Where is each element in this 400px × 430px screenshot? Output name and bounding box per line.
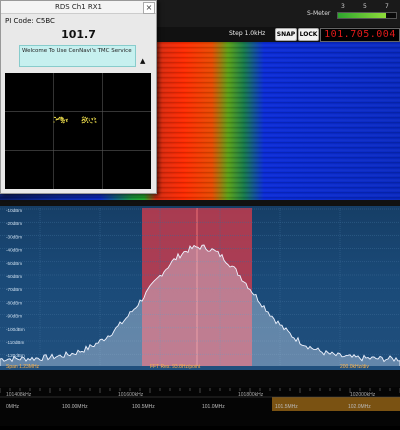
scale-top-labels: 101408kHz 101600kHz 101800kHz 102000kHz xyxy=(0,388,400,398)
rds-radiotext: Welcome To Use CenNavi's TMC Service xyxy=(19,45,136,67)
scale-top-label: 101600kHz xyxy=(118,392,144,398)
smeter-fill xyxy=(338,13,386,18)
rds-window[interactable]: RDS Ch1 RX1 × PI Code: C5BC 101.7 Welcom… xyxy=(0,0,157,194)
level-label: -60dBm xyxy=(6,274,22,279)
fft-resolution-label: FFT Res. 93.8Hz/point xyxy=(150,364,201,370)
scale-plot: 101408kHz 101600kHz 101800kHz 102000kHz 0MH… xyxy=(0,370,400,411)
scale-background xyxy=(0,370,400,387)
frequency-scale[interactable]: 101408kHz 101600kHz 101800kHz 102000kHz 0MH… xyxy=(0,370,400,426)
rds-station-frequency: 101.7 xyxy=(61,28,96,41)
level-label: -90dBm xyxy=(6,314,22,319)
scale-bottom-label: 100.00MHz xyxy=(62,404,88,410)
snap-button[interactable]: SNAP xyxy=(275,28,297,41)
rds-window-title[interactable]: RDS Ch1 RX1 xyxy=(1,1,156,14)
level-label: -10dBm xyxy=(6,208,22,213)
pi-code-label: PI Code: C5BC xyxy=(5,17,55,25)
lock-button[interactable]: LOCK xyxy=(298,28,319,41)
level-label: -30dBm xyxy=(6,234,22,239)
smeter-tick: 3 xyxy=(341,3,345,10)
band-highlight xyxy=(272,397,400,411)
spectrum-trace xyxy=(0,244,400,366)
level-label: -20dBm xyxy=(6,221,22,226)
level-label: -110dBm xyxy=(6,340,24,345)
spectrum-display[interactable]: -10dBm -20dBm -30dBm -40dBm -50dBm -60dBm -70d… xyxy=(0,206,400,370)
level-label: -80dBm xyxy=(6,300,22,305)
scale-bottom-label: 0MHz xyxy=(6,404,20,410)
span-label: Span 1.23MHz xyxy=(6,364,40,370)
smeter-ticks: 3 5 7 xyxy=(337,3,395,11)
scale-bottom-labels: 0MHz 100.00MHz 100.5MHz 101.0MHz 101.5MHz 102… xyxy=(6,404,371,410)
step-size-label[interactable]: Step 1.0kHz xyxy=(229,30,266,37)
smeter-bar xyxy=(337,12,397,19)
scroll-up-icon[interactable]: ▲ xyxy=(140,57,146,65)
scale-bottom-label: 101.0MHz xyxy=(202,404,225,410)
constellation-plot xyxy=(5,73,151,189)
level-label: -70dBm xyxy=(6,287,22,292)
smeter-tick: 5 xyxy=(363,3,367,10)
scale-bottom-label: 102.0MHz xyxy=(348,404,371,410)
scale-bottom-label: 100.5MHz xyxy=(132,404,155,410)
smeter-tick: 7 xyxy=(385,3,389,10)
spectrum-plot: -10dBm -20dBm -30dBm -40dBm -50dBm -60dBm -70d… xyxy=(0,208,400,370)
frequency-display[interactable]: 101.705.004 xyxy=(320,28,400,42)
panel-divider[interactable] xyxy=(0,200,400,206)
smeter-label: S-Meter xyxy=(307,10,331,17)
constellation-svg xyxy=(5,73,151,189)
per-division-label: 200.0kHz/div xyxy=(340,364,369,370)
scale-bottom-label: 101.5MHz xyxy=(275,404,298,410)
level-label: -50dBm xyxy=(6,261,22,266)
close-icon[interactable]: × xyxy=(143,2,155,14)
scale-top-label: 102000kHz xyxy=(350,392,376,398)
scale-top-label: 101408kHz xyxy=(6,392,32,398)
level-label: -100dBm xyxy=(6,327,25,332)
frequency-control-bar: Step 1.0kHz SNAP LOCK 101.705.004 xyxy=(155,27,400,42)
level-label: -40dBm xyxy=(6,248,22,253)
level-labels: -10dBm -20dBm -30dBm -40dBm -50dBm -60dBm -70d… xyxy=(6,208,25,358)
constellation-points xyxy=(53,116,97,124)
level-label: -120dBm xyxy=(6,353,25,358)
scale-top-label: 101800kHz xyxy=(238,392,264,398)
